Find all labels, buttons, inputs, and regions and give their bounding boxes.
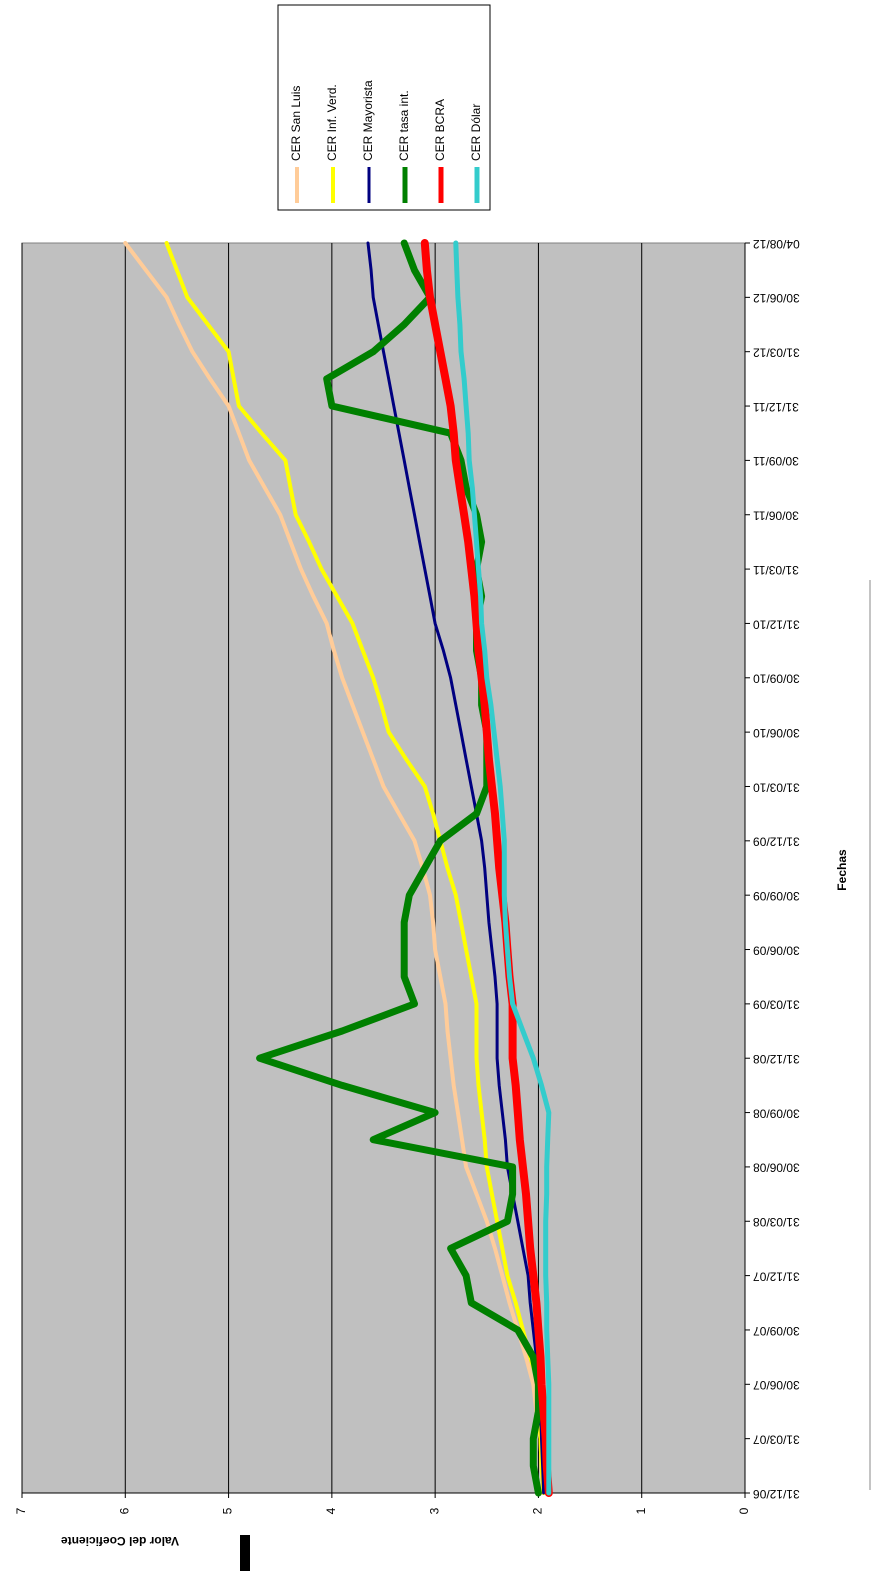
x-tick-label: 30/09/10 bbox=[753, 672, 800, 686]
y-axis-title: Valor del Coeficiente bbox=[61, 1534, 179, 1548]
y-tick-label: 5 bbox=[221, 1507, 235, 1514]
x-tick-label: 31/03/12 bbox=[753, 346, 800, 360]
x-tick-label: 31/03/10 bbox=[753, 780, 800, 794]
series-line bbox=[164, 241, 546, 1495]
series-line bbox=[420, 239, 553, 1497]
x-tick-label: 31/03/11 bbox=[753, 563, 799, 577]
x-tick-label: 30/06/07 bbox=[753, 1378, 800, 1392]
x-tick-label: 31/12/08 bbox=[753, 1052, 800, 1066]
x-tick-label: 31/03/09 bbox=[753, 998, 800, 1012]
x-tick-label: 30/09/08 bbox=[753, 1106, 800, 1120]
legend-label: CER Dólar bbox=[469, 104, 483, 161]
x-tick-label: 31/12/06 bbox=[753, 1487, 800, 1501]
x-tick-label: 04/08/12 bbox=[753, 237, 800, 251]
x-tick-label: 30/09/07 bbox=[753, 1324, 800, 1338]
y-tick-label: 2 bbox=[531, 1507, 545, 1514]
x-tick-label: 31/12/09 bbox=[753, 835, 800, 849]
legend-label: CER tasa int. bbox=[397, 90, 411, 161]
y-tick-label: 4 bbox=[324, 1507, 338, 1514]
legend-box bbox=[277, 4, 491, 211]
legend-label: CER Inf. Verd. bbox=[325, 84, 339, 161]
series-line bbox=[366, 241, 546, 1495]
y-tick-label: 6 bbox=[117, 1507, 131, 1514]
legend-label: CER BCRA bbox=[433, 99, 447, 161]
x-tick-label: 31/12/11 bbox=[753, 400, 799, 414]
y-tick-label: 1 bbox=[634, 1507, 648, 1514]
x-tick-label: 30/06/09 bbox=[753, 943, 800, 957]
x-tick-label: 31/03/07 bbox=[753, 1432, 800, 1446]
y-tick-label: 3 bbox=[427, 1507, 441, 1514]
x-tick-label: 30/09/11 bbox=[753, 454, 799, 468]
y-tick-label: 0 bbox=[737, 1507, 751, 1514]
x-tick-label: 31/12/10 bbox=[753, 617, 800, 631]
marker bbox=[240, 1535, 250, 1571]
legend-label: CER Mayorista bbox=[361, 80, 375, 161]
x-tick-label: 30/09/09 bbox=[753, 889, 800, 903]
x-tick-label: 31/12/07 bbox=[753, 1269, 800, 1283]
x-tick-label: 30/06/11 bbox=[753, 509, 799, 523]
x-tick-label: 31/03/08 bbox=[753, 1215, 800, 1229]
x-tick-label: 30/06/10 bbox=[753, 726, 800, 740]
x-tick-label: 30/06/08 bbox=[753, 1161, 800, 1175]
rotated-chart: 0 1 2 3 4 5 6 7 31/12/06 31/03/07 30/06/07 30/09/07… bbox=[14, 4, 849, 1548]
y-tick-label: 7 bbox=[14, 1507, 28, 1514]
legend-label: CER San Luis bbox=[289, 86, 303, 161]
series-line bbox=[453, 240, 552, 1496]
x-axis-title: Fechas bbox=[835, 849, 849, 891]
x-tick-label: 30/06/12 bbox=[753, 291, 800, 305]
plot-area bbox=[21, 242, 746, 1494]
